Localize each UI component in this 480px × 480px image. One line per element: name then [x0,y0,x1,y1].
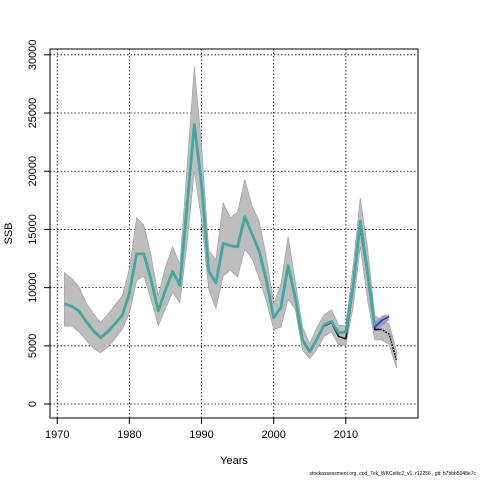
y-tick-label: 15000 [27,214,39,245]
footer-note: stockassessment.org, cod_7ek_WKCeltic2_v… [309,471,477,477]
series-layer [64,123,398,361]
y-tick-label: 5000 [27,334,39,358]
x-tick-label: 1990 [189,429,213,441]
y-tick-label: 0 [27,401,39,407]
y-tick-label: 25000 [27,98,39,129]
x-tick-label: 1980 [117,429,141,441]
confidence-band [64,66,397,369]
y-tick-label: 30000 [27,40,39,71]
x-axis-title: Years [220,455,248,467]
axes: 1970 1980 1990 2000 2010 0 5000 10000 15000 20000… [27,40,358,441]
x-tick-label: 1970 [45,429,69,441]
y-tick-label: 10000 [27,272,39,303]
y-tick-label: 20000 [27,156,39,187]
y-axis-title: SSB [3,222,15,244]
plot-frame [49,48,419,419]
x-tick-label: 2010 [334,429,358,441]
ssb-line-current [64,123,377,354]
ssb-line-retro [374,316,390,328]
x-tick-label: 2000 [261,429,285,441]
